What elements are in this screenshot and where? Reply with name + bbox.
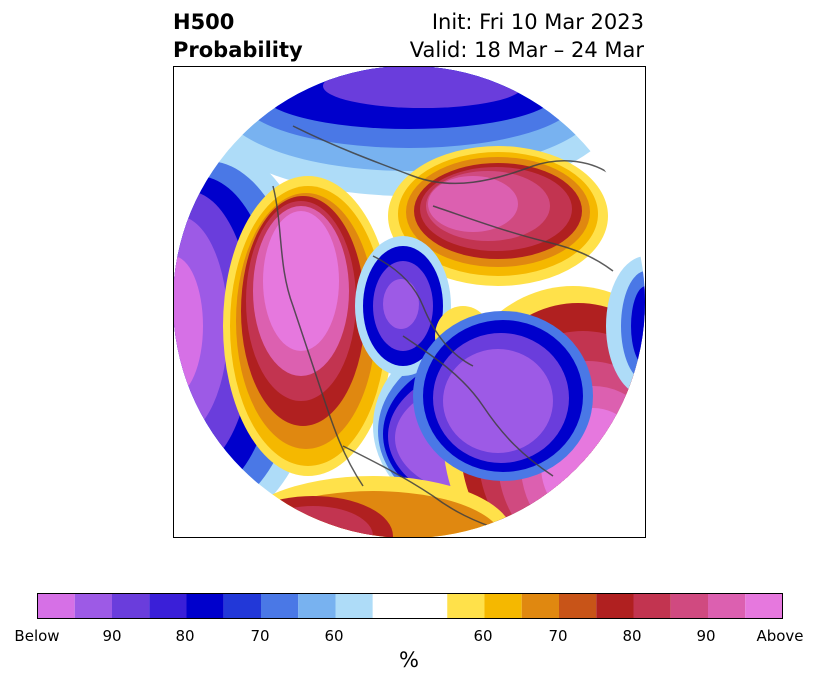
variable-subtitle: Probability xyxy=(173,38,303,62)
tick-above: Above xyxy=(756,627,804,645)
colorbar-segment xyxy=(186,593,224,619)
map-disk xyxy=(173,66,645,538)
tick-below: Below xyxy=(14,627,60,645)
colorbar-segment xyxy=(484,593,522,619)
probability-map xyxy=(173,66,646,538)
title-left: H500 Probability xyxy=(173,8,303,64)
tick-above-70: 70 xyxy=(548,627,568,645)
tick-above-60: 60 xyxy=(473,627,493,645)
nw-above-blob xyxy=(223,176,393,476)
east-below-edge xyxy=(606,256,645,396)
colorbar-segment xyxy=(261,593,299,619)
colorbar-segment xyxy=(37,593,75,619)
tick-below-60: 60 xyxy=(324,627,344,645)
colorbar-segment xyxy=(447,593,485,619)
colorbar-segment xyxy=(559,593,597,619)
colorbar-segment xyxy=(633,593,671,619)
colorbar-unit: % xyxy=(399,648,419,672)
tick-below-70: 70 xyxy=(250,627,270,645)
map-frame xyxy=(173,66,646,538)
title-right: Init: Fri 10 Mar 2023 Valid: 18 Mar – 24… xyxy=(410,8,644,64)
tick-below-80: 80 xyxy=(175,627,195,645)
colorbar-segment xyxy=(521,593,559,619)
center-below-blob xyxy=(355,236,451,376)
colorbar-segment xyxy=(149,593,187,619)
colorbar-segment xyxy=(745,593,783,619)
colorbar xyxy=(37,593,783,619)
colorbar-segment xyxy=(670,593,708,619)
init-date: Init: Fri 10 Mar 2023 xyxy=(431,10,644,34)
colorbar-frame xyxy=(37,593,783,619)
valid-dates: Valid: 18 Mar – 24 Mar xyxy=(409,38,644,62)
variable-title: H500 xyxy=(173,10,235,34)
colorbar-segment xyxy=(112,593,150,619)
tick-above-80: 80 xyxy=(622,627,642,645)
colorbar-segment xyxy=(335,593,373,619)
coastlines xyxy=(272,125,614,532)
colorbar-segment xyxy=(708,593,746,619)
colorbar-segment xyxy=(298,593,336,619)
tick-below-90: 90 xyxy=(102,627,122,645)
central-below-core xyxy=(413,311,593,481)
colorbar-segment xyxy=(74,593,112,619)
tick-above-90: 90 xyxy=(696,627,716,645)
colorbar-segment xyxy=(596,593,634,619)
colorbar-segment xyxy=(372,593,448,619)
colorbar-segment xyxy=(223,593,261,619)
